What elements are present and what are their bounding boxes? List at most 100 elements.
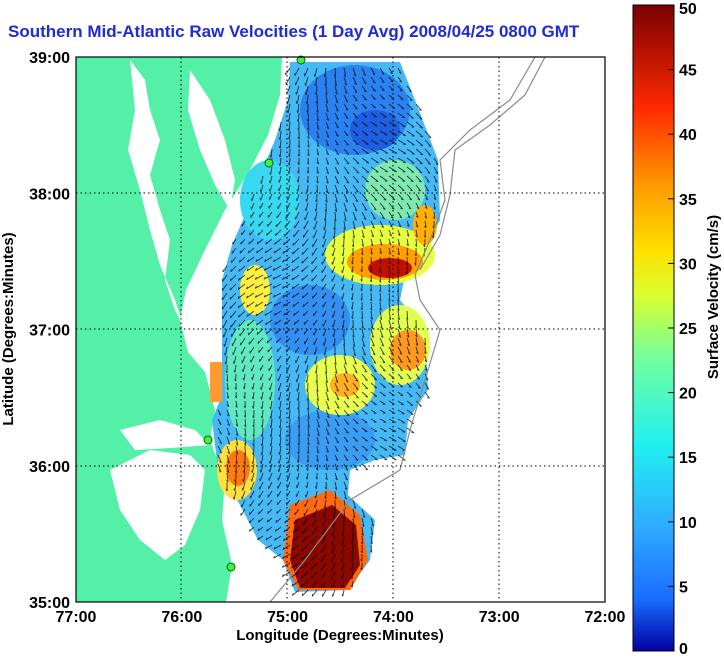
velocity-arrow-head — [345, 468, 349, 471]
velocity-arrow-head — [264, 313, 267, 316]
velocity-arrow — [256, 247, 264, 254]
velocity-arrow-head — [372, 344, 375, 347]
velocity-arrow-head — [355, 388, 359, 391]
velocity-arrow-head — [307, 144, 310, 148]
velocity-arrow-head — [356, 396, 359, 399]
delmarva-bay — [188, 70, 235, 210]
velocity-arrow — [325, 427, 330, 436]
velocity-arrow-head — [427, 171, 431, 174]
velocity-arrow — [269, 391, 273, 400]
velocity-arrow-head — [374, 387, 377, 389]
velocity-arrow-head — [335, 92, 338, 95]
velocity-arrow — [433, 193, 437, 200]
velocity-arrow — [316, 427, 320, 436]
velocity-arrow — [261, 445, 264, 455]
velocity-arrow-head — [247, 259, 249, 263]
grid — [76, 57, 605, 602]
velocity-arrow — [316, 148, 320, 156]
velocity-arrow-head — [335, 100, 339, 104]
velocity-arrow — [388, 355, 395, 363]
velocity-arrow — [397, 193, 404, 201]
velocity-arrow-head — [258, 511, 260, 515]
chart-title: Southern Mid-Atlantic Raw Velocities (1 … — [8, 22, 580, 41]
velocity-arrow — [343, 472, 348, 481]
velocity-arrow-head — [243, 461, 246, 465]
velocity-arrow-head — [242, 377, 245, 381]
velocity-arrow — [334, 139, 339, 146]
velocity-arrow — [331, 256, 336, 265]
velocity-arrow-head — [408, 90, 412, 93]
velocity-arrow-head — [409, 198, 412, 201]
velocity-arrow — [361, 85, 367, 93]
velocity-arrow — [397, 301, 400, 311]
velocity-arrow — [343, 76, 347, 86]
velocity-arrow-head — [316, 161, 319, 165]
velocity-arrow-head — [406, 234, 410, 237]
velocity-arrow — [388, 157, 398, 163]
velocity-arrow — [334, 445, 339, 452]
velocity-arrow — [397, 139, 406, 145]
velocity-arrow — [316, 445, 320, 454]
velocity-arrow-head — [396, 299, 400, 303]
velocity-arrow-head — [336, 172, 340, 175]
velocity-arrow-head — [233, 488, 236, 492]
velocity-arrow — [397, 391, 404, 397]
velocity-arrow-head — [224, 352, 226, 356]
velocity-arrow — [361, 391, 369, 398]
velocity-arrow-head — [316, 459, 319, 462]
velocity-arrow-head — [409, 395, 413, 397]
velocity-arrow — [314, 499, 318, 508]
velocity-arrow-head — [278, 154, 281, 158]
velocity-arrow-head — [326, 407, 330, 410]
velocity-arrow — [424, 355, 428, 363]
velocity-arrow — [325, 391, 330, 401]
colorbar-label: Surface Velocity (cm/s) — [705, 215, 722, 379]
velocity-arrow-head — [428, 136, 432, 139]
velocity-arrow — [342, 535, 345, 545]
velocity-arrow — [311, 571, 318, 579]
velocity-arrow-head — [397, 262, 400, 265]
velocity-arrow-head — [372, 81, 376, 84]
velocity-arrow — [361, 463, 369, 471]
velocity-arrow-head — [282, 294, 285, 298]
velocity-arrow — [313, 220, 318, 230]
velocity-arrow — [352, 400, 359, 407]
velocity-arrow — [325, 481, 327, 490]
velocity-arrow-head — [296, 468, 299, 472]
velocity-arrow — [379, 238, 383, 246]
velocity-arrow — [388, 292, 391, 302]
velocity-arrow-head — [276, 340, 278, 343]
velocity-arrow — [433, 184, 437, 192]
velocity-arrow — [334, 472, 338, 481]
velocity-arrow — [406, 346, 411, 355]
velocity-arrow-head — [246, 268, 249, 272]
velocity-arrow — [268, 355, 273, 362]
velocity-arrow — [286, 490, 291, 497]
velocity-arrow-head — [269, 443, 272, 447]
velocity-arrow — [313, 337, 318, 346]
velocity-arrow-head — [316, 442, 320, 445]
velocity-arrow — [397, 292, 400, 302]
velocity-arrow — [265, 328, 273, 335]
velocity-arrow-head — [237, 305, 240, 309]
velocity-arrow — [316, 175, 319, 184]
velocity-arrow — [268, 364, 273, 372]
velocity-arrow-head — [265, 537, 268, 541]
velocity-arrow-head — [293, 521, 295, 524]
velocity-arrow-head — [326, 433, 330, 436]
velocity-arrow — [352, 517, 355, 527]
velocity-arrow — [361, 346, 366, 356]
velocity-arrow — [343, 409, 350, 417]
velocity-arrow — [243, 463, 246, 474]
velocity-arrow-head — [292, 295, 294, 298]
velocity-arrow-head — [296, 460, 299, 463]
velocity-arrow-head — [380, 234, 384, 237]
velocity-arrow-head — [251, 386, 254, 390]
velocity-arrow — [325, 121, 330, 129]
x-tick-label: 74:00 — [373, 609, 414, 626]
velocity-arrow-head — [301, 278, 304, 281]
velocity-arrow — [415, 328, 418, 338]
velocity-arrow — [322, 517, 327, 527]
velocity-arrow-head — [307, 425, 310, 428]
velocity-arrow — [288, 121, 291, 131]
